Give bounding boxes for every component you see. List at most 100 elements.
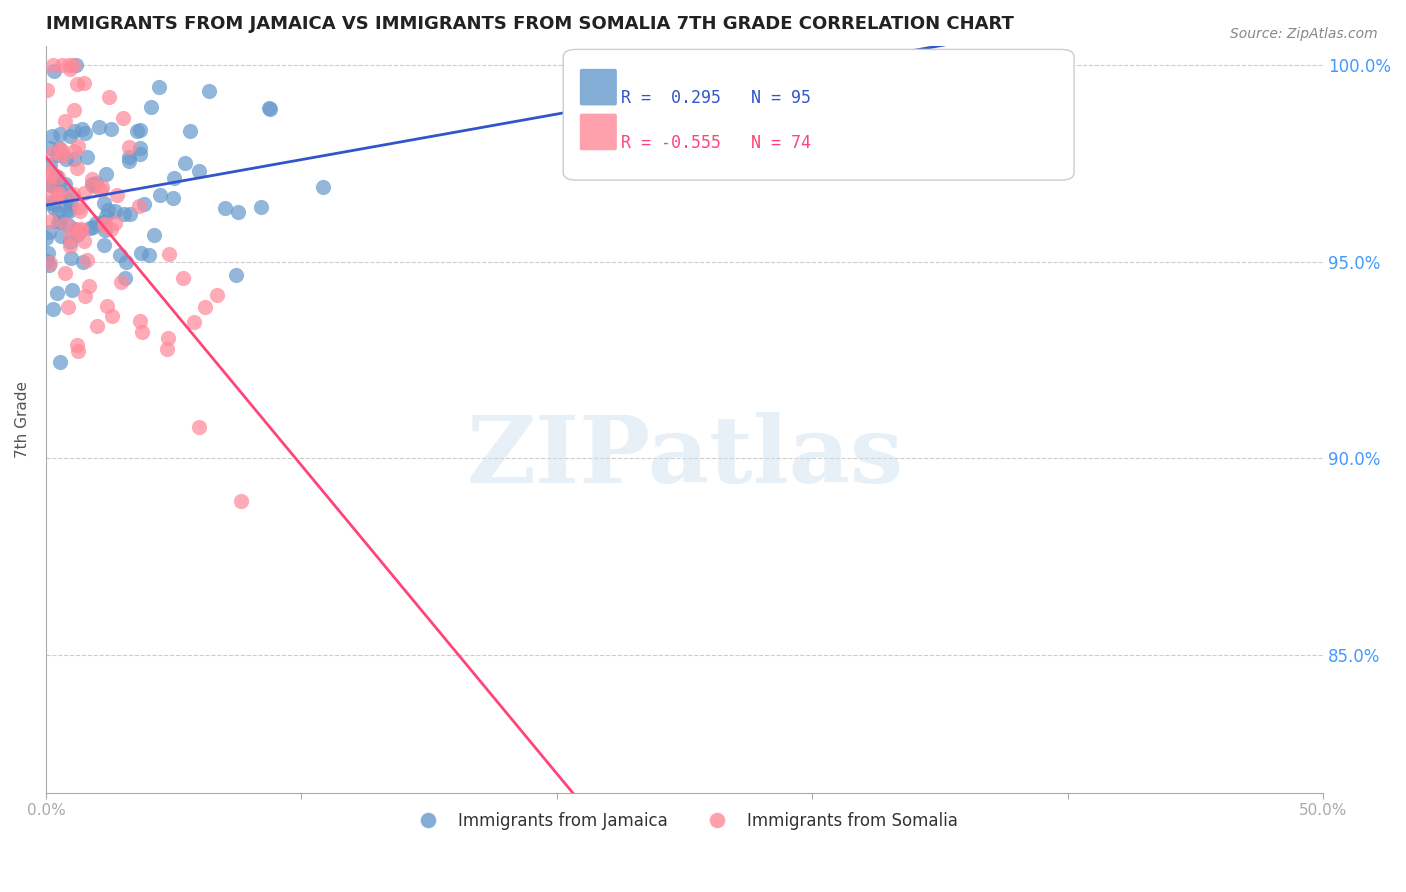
Point (53, 177, 76, 191)
Point (63, 221, 86, 235)
Point (312, 180, 335, 194)
Legend: Immigrants from Jamaica, Immigrants from Somalia: Immigrants from Jamaica, Immigrants from… (405, 805, 965, 837)
Point (73, 77, 96, 91)
Point (114, 270, 136, 285)
Point (66, 228, 89, 243)
Point (39, 196, 62, 211)
FancyBboxPatch shape (564, 49, 1074, 180)
Point (39, 141, 62, 155)
Point (56, 202, 79, 217)
Point (93, 217, 115, 231)
Point (44, 202, 66, 216)
Point (70, 121, 93, 136)
Point (108, 248, 131, 262)
Point (66, 77, 89, 91)
Point (93, 196, 115, 211)
Point (226, 205, 249, 219)
Point (63, 144, 86, 158)
Point (82, 178, 104, 193)
Point (148, 80, 170, 95)
Point (48, 142, 70, 156)
Point (38, 225, 60, 239)
Point (48, 140, 70, 154)
Point (37, 253, 59, 268)
Point (157, 331, 180, 345)
Point (38, 164, 60, 178)
Point (37, 83, 59, 97)
Point (35, 190, 58, 204)
Point (205, 288, 228, 302)
Point (96, 210, 118, 224)
Point (112, 207, 135, 221)
Point (45, 286, 67, 301)
Point (183, 315, 205, 329)
Point (257, 101, 280, 115)
Point (59, 239, 82, 253)
Point (129, 140, 152, 154)
Point (214, 201, 236, 215)
Point (79, 221, 101, 235)
FancyBboxPatch shape (579, 69, 617, 105)
Point (194, 300, 217, 314)
Point (51, 58, 73, 72)
Text: R =  0.295   N = 95: R = 0.295 N = 95 (620, 89, 811, 107)
Point (60, 283, 83, 297)
Point (46, 170, 69, 185)
Point (93, 218, 115, 232)
Point (118, 140, 141, 154)
Text: IMMIGRANTS FROM JAMAICA VS IMMIGRANTS FROM SOMALIA 7TH GRADE CORRELATION CHART: IMMIGRANTS FROM JAMAICA VS IMMIGRANTS FR… (46, 15, 1014, 33)
Point (59, 235, 82, 249)
Point (141, 99, 163, 113)
Point (72, 254, 94, 268)
Text: R = -0.555   N = 74: R = -0.555 N = 74 (620, 134, 811, 152)
Point (56, 194, 79, 208)
Point (100, 222, 122, 236)
Point (84, 216, 107, 230)
Point (60, 251, 83, 265)
Point (90, 183, 112, 197)
Point (48, 187, 70, 202)
Point (128, 199, 150, 213)
Point (163, 170, 186, 185)
Point (58, 58, 80, 72)
Point (48, 178, 70, 192)
Point (65, 58, 87, 72)
Point (174, 156, 197, 170)
Point (118, 150, 141, 164)
Point (49, 355, 72, 369)
Point (69, 203, 91, 218)
Point (91, 215, 114, 229)
Point (86, 319, 108, 334)
Point (42, 64, 65, 78)
Point (38, 256, 60, 270)
Point (59, 129, 82, 144)
Text: ZIPatlas: ZIPatlas (465, 411, 903, 501)
Point (129, 314, 152, 328)
Point (58, 188, 80, 202)
Point (67, 225, 90, 239)
Point (48, 206, 70, 220)
Point (38, 157, 60, 171)
Point (100, 122, 122, 136)
Point (62, 186, 84, 201)
Point (118, 153, 141, 168)
Point (188, 420, 211, 434)
Point (80, 171, 103, 186)
Point (104, 216, 127, 230)
Point (65, 222, 87, 236)
Point (62, 58, 84, 72)
Point (142, 227, 165, 242)
Point (55, 152, 77, 166)
Point (112, 112, 135, 126)
Point (97, 202, 120, 217)
Point (66, 338, 89, 352)
Point (41, 301, 63, 316)
Point (63, 124, 86, 138)
Point (96, 299, 118, 313)
Point (127, 124, 149, 138)
Point (156, 342, 179, 356)
Point (250, 200, 273, 214)
Point (134, 197, 156, 211)
Point (39, 213, 62, 227)
Point (66, 161, 89, 175)
